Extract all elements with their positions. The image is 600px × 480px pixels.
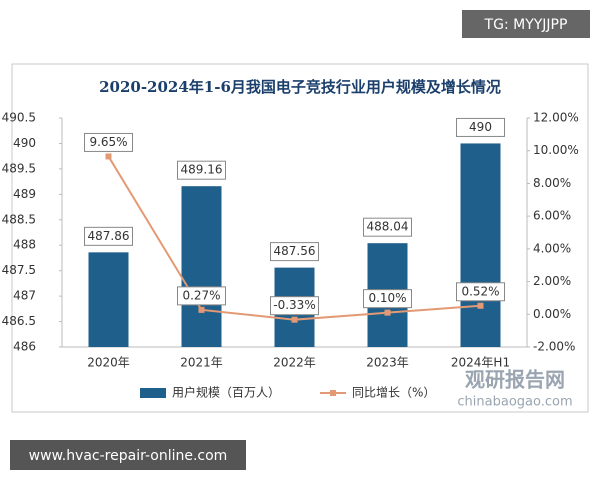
data-label: -0.33% xyxy=(273,298,315,312)
y2-tick-label: 0.00% xyxy=(533,307,571,321)
x-tick-label: 2021年 xyxy=(180,356,223,370)
x-tick-label: 2024年H1 xyxy=(451,356,510,370)
y2-tick-label: 10.00% xyxy=(533,143,579,157)
y-tick-label: 489.5 xyxy=(2,161,36,175)
y-tick-label: 488 xyxy=(13,238,36,252)
watermark: TG: MYYJJPP xyxy=(484,17,568,33)
legend-label: 同比增长（%） xyxy=(352,386,435,400)
data-label-box xyxy=(84,132,133,152)
y-tick-label: 487.5 xyxy=(2,263,36,277)
data-label: 490 xyxy=(469,120,492,134)
data-label-box xyxy=(270,296,319,316)
watermark-box xyxy=(10,440,246,470)
watermark: www.hvac-repair-online.com xyxy=(29,448,228,464)
data-label: 487.56 xyxy=(274,244,316,258)
data-label: 0.10% xyxy=(368,291,406,305)
legend-swatch xyxy=(140,388,166,398)
marker xyxy=(291,316,298,323)
data-label-box xyxy=(270,242,319,262)
y2-tick-label: 4.00% xyxy=(533,241,571,255)
x-tick-label: 2022年 xyxy=(273,356,316,370)
y-tick-label: 487 xyxy=(13,289,36,303)
data-label: 9.65% xyxy=(89,135,127,149)
y2-tick-label: -2.00% xyxy=(533,340,575,354)
data-label: 487.86 xyxy=(88,229,130,243)
y2-tick-label: 8.00% xyxy=(533,176,571,190)
y-tick-label: 486.5 xyxy=(2,314,36,328)
marker xyxy=(477,302,484,309)
data-label: 0.52% xyxy=(461,284,499,298)
watermark-box xyxy=(462,10,590,38)
y2-tick-label: 2.00% xyxy=(533,274,571,288)
bar xyxy=(460,143,501,347)
marker xyxy=(198,306,205,313)
data-label-box xyxy=(363,217,412,237)
data-label: 488.04 xyxy=(367,220,409,234)
data-label-box xyxy=(177,160,226,180)
y-tick-label: 490.5 xyxy=(2,111,36,125)
y-tick-label: 486 xyxy=(13,340,36,354)
data-label: 0.27% xyxy=(182,288,220,302)
y2-tick-label: 12.00% xyxy=(533,111,579,125)
brand-url: chinabaogao.com xyxy=(457,395,572,410)
x-tick-label: 2020年 xyxy=(87,356,130,370)
bar xyxy=(181,186,222,347)
legend-label: 用户规模（百万人） xyxy=(172,385,280,400)
data-label-box xyxy=(84,226,133,246)
bar xyxy=(88,252,129,347)
brand: 观研报告网 xyxy=(465,368,565,392)
y-tick-label: 488.5 xyxy=(2,212,36,226)
y-tick-label: 489 xyxy=(13,187,36,201)
y2-tick-label: 6.00% xyxy=(533,209,571,223)
data-label-box xyxy=(456,117,505,137)
data-label-box xyxy=(363,289,412,309)
legend-swatch xyxy=(330,390,336,396)
data-label-box xyxy=(456,282,505,302)
y-tick-label: 490 xyxy=(13,136,36,150)
marker xyxy=(384,309,391,316)
chart-title: 2020-2024年1-6月我国电子竞技行业用户规模及增长情况 xyxy=(99,78,501,96)
x-tick-label: 2023年 xyxy=(366,356,409,370)
marker xyxy=(105,153,112,160)
data-label: 489.16 xyxy=(181,163,223,177)
data-label-box xyxy=(177,286,226,306)
